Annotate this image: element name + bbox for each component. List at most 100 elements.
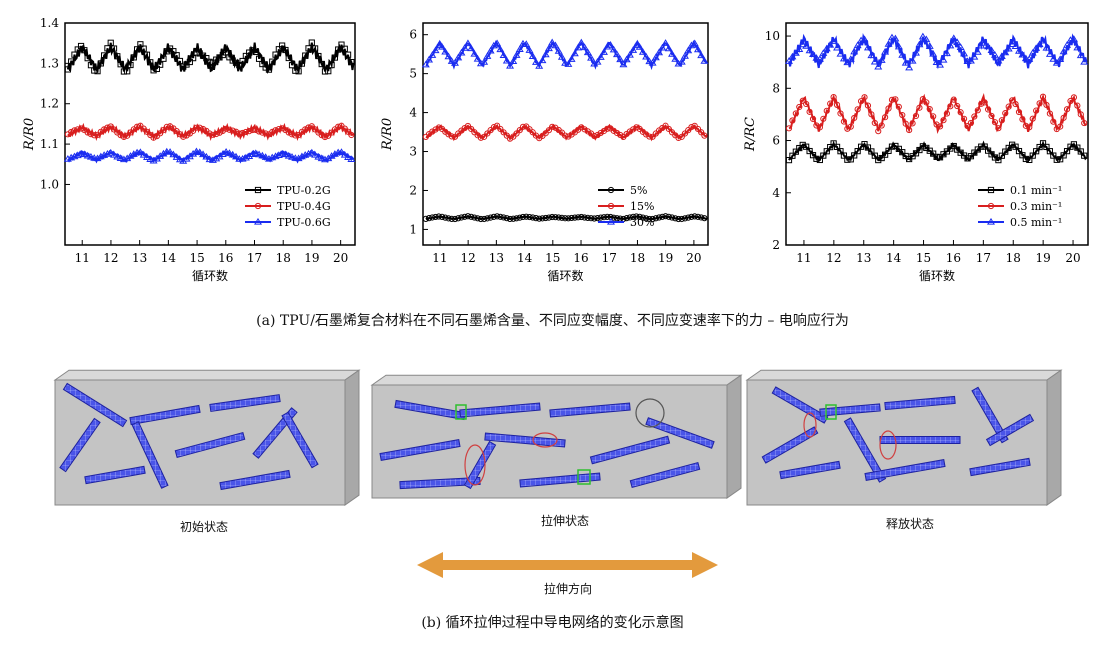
data-point [622,55,631,63]
data-point [150,67,157,74]
data-point [861,141,868,148]
data-point [223,49,230,56]
data-point [942,49,951,57]
data-point [311,150,320,158]
data-point [671,55,680,62]
data-point [116,154,125,161]
data-point [995,157,1002,164]
data-point [1022,122,1029,129]
data-point [1039,36,1048,44]
data-point [967,153,975,160]
data-point [1081,119,1088,127]
data-point [275,126,282,133]
x-tick-label: 17 [602,251,617,265]
data-point [473,54,482,62]
x-tick-label: 16 [218,251,233,265]
data-point [954,102,961,110]
data-point [851,152,858,159]
data-point [978,143,985,150]
data-point [820,115,827,122]
data-point [96,152,105,160]
data-point [538,56,547,64]
legend-label: 0.3 min⁻¹ [1010,200,1062,213]
data-point [71,51,78,58]
data-point [984,106,992,113]
data-point [101,126,108,133]
data-point [74,46,81,53]
x-tick-label: 13 [856,251,871,265]
data-point [451,215,459,223]
data-point [477,134,484,141]
data-point [1057,156,1064,163]
data-point [658,43,667,51]
chart-strain-amplitude: 11 12 13 14 15 16 17 18 19 20123456循环数R/R05%15%30… [380,22,709,283]
data-point [580,43,589,51]
data-point [981,99,988,106]
data-point [173,52,180,59]
graphene-sheet [84,465,146,485]
data-point [438,42,447,50]
x-tick-label: 11 [75,251,90,265]
block-top [370,374,743,386]
data-point [1046,148,1053,155]
data-point [630,213,637,220]
data-point [691,122,698,129]
data-point [1043,101,1050,109]
data-point [441,47,450,55]
data-point [202,152,211,160]
data-point [432,126,439,133]
data-point [519,213,527,221]
data-point [636,213,643,220]
series-1 [64,122,355,142]
x-tick-label: 12 [826,251,841,265]
data-point [805,46,814,54]
y-tick-label: 2 [772,238,780,252]
y-tick-label: 1.0 [40,177,59,191]
legend-label: TPU-0.4G [277,200,331,213]
plot-frame [422,22,709,246]
data-point [341,45,348,52]
data-point [847,156,854,163]
junction-circle [635,398,665,428]
data-point [206,130,213,137]
data-point [1052,58,1061,66]
data-point [868,148,875,155]
data-point [1029,152,1036,159]
data-point [557,53,566,60]
data-point [493,122,501,129]
data-point [833,43,842,51]
data-point [318,60,325,68]
data-point [487,214,494,221]
data-point [785,57,793,64]
data-point [143,51,151,58]
data-point [325,68,332,75]
data-point [674,59,683,67]
data-point [91,132,98,139]
data-point [285,129,292,136]
data-point [685,127,692,134]
data-point [991,119,999,126]
data-point [630,126,637,133]
data-point [288,62,296,69]
data-point [898,51,907,58]
label-stretched-state: 拉伸状态 [540,514,589,528]
data-point [212,154,221,162]
data-point [912,112,920,120]
data-point [619,60,628,68]
data-point [97,60,104,67]
data-point [1009,141,1016,148]
data-point [798,40,807,48]
data-point [1060,114,1067,121]
data-point [421,60,430,68]
data-point [840,152,848,159]
data-point [274,151,283,158]
graphene-sheet [589,435,671,465]
data-point [74,126,81,133]
data-point [110,150,119,158]
data-point [312,45,319,52]
data-point [330,150,339,157]
data-point [806,147,813,155]
data-point [681,215,689,222]
data-point [863,43,872,51]
data-point [170,48,177,55]
